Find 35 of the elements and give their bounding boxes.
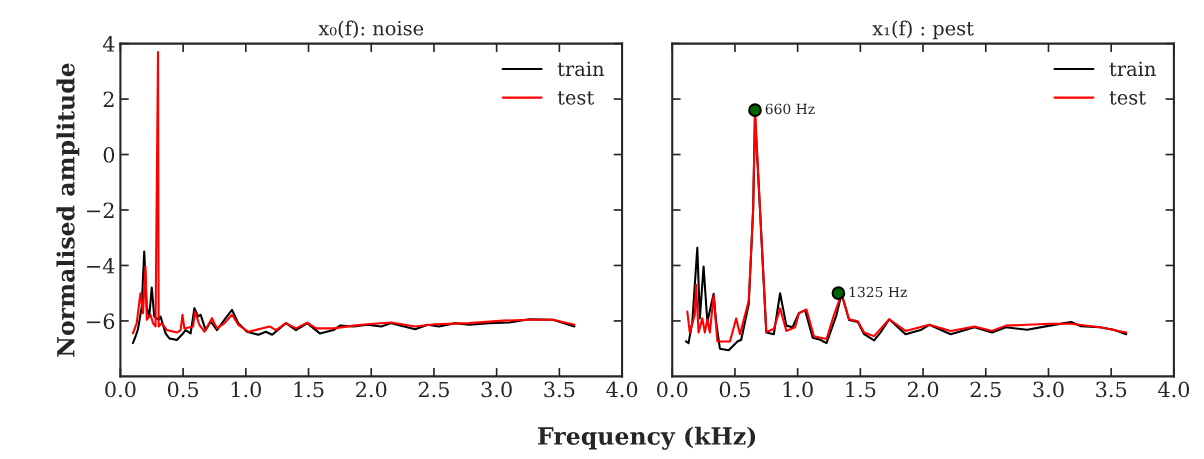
legend-label: test bbox=[557, 91, 595, 105]
x-tick-label: 4.0 bbox=[1157, 381, 1190, 398]
chart-title: x₁(f) : pest bbox=[872, 20, 974, 40]
legend-label: train bbox=[1109, 61, 1156, 77]
y-tick-label: 2 bbox=[103, 91, 114, 107]
y-tick-label: −2 bbox=[87, 202, 114, 218]
y-tick-label: 0 bbox=[103, 146, 115, 163]
y-tick-label: −6 bbox=[87, 313, 115, 330]
y-tick-label: −4 bbox=[87, 257, 115, 274]
x-tick-label: 2.5 bbox=[970, 381, 1001, 398]
x-tick-label: 3.5 bbox=[1096, 381, 1127, 398]
x-tick-label: 4.0 bbox=[606, 381, 638, 398]
x-tick-label: 0.5 bbox=[719, 381, 750, 398]
legend-label: test bbox=[1109, 91, 1146, 105]
x-tick-label: 3.5 bbox=[544, 381, 575, 398]
x-tick-label: 3.0 bbox=[481, 381, 512, 398]
x-tick-label: 2.0 bbox=[907, 381, 939, 398]
x-tick-label: 3.0 bbox=[1033, 381, 1064, 398]
line-series bbox=[131, 250, 576, 345]
x-tick-label: 1.5 bbox=[294, 381, 324, 398]
x-tick-label: 0.0 bbox=[105, 381, 136, 398]
x-tick-label: 2.5 bbox=[418, 381, 449, 398]
y-tick-label: 4 bbox=[102, 36, 115, 52]
chart-title: x₀(f): noise bbox=[318, 20, 424, 39]
x-tick-label: 2.0 bbox=[356, 381, 387, 398]
x-tick-label: 0.5 bbox=[167, 381, 199, 398]
x-tick-label: 1.5 bbox=[846, 381, 876, 398]
legend-label: train bbox=[557, 61, 605, 77]
x-tick-label: 0.0 bbox=[657, 381, 688, 398]
x-axis-title: Frequency (kHz) bbox=[538, 426, 756, 450]
x-tick-label: 1.0 bbox=[783, 381, 813, 398]
annotation: 660 Hz bbox=[765, 103, 815, 115]
x-tick-label: 1.0 bbox=[231, 381, 261, 398]
y-axis-title: Normalised amplitude bbox=[56, 63, 80, 357]
annotation: 1325 Hz bbox=[849, 286, 907, 298]
